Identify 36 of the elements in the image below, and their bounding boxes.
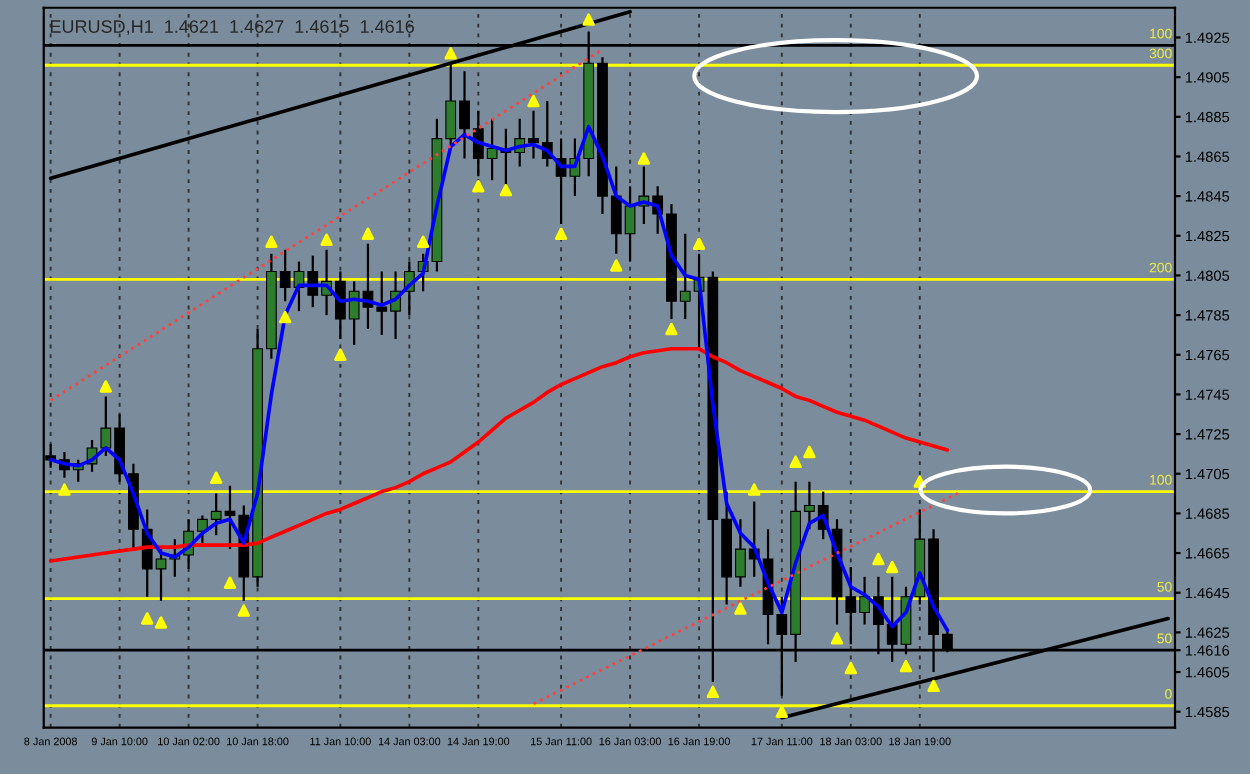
point (499, 183, 513, 197)
point (58, 483, 71, 496)
point (278, 310, 292, 324)
point (885, 560, 899, 574)
point (899, 659, 913, 673)
point (610, 259, 623, 272)
point (334, 348, 347, 361)
point (472, 180, 485, 193)
point (803, 445, 816, 459)
point (527, 94, 540, 108)
point (141, 612, 154, 625)
point (734, 602, 747, 615)
point (665, 322, 678, 336)
point (99, 380, 113, 393)
point (692, 237, 706, 250)
point (265, 235, 278, 248)
point (223, 576, 237, 589)
point (748, 483, 761, 496)
point (361, 227, 375, 240)
point (637, 152, 651, 165)
point (927, 679, 940, 693)
text: EURUSD,H1 1.4621 1.4627 1.4615 1.4616 (50, 20, 414, 36)
point (844, 661, 857, 675)
point (154, 616, 168, 629)
point (210, 471, 223, 484)
point (444, 47, 457, 60)
point (237, 604, 250, 617)
point (830, 632, 844, 645)
point (706, 685, 720, 699)
point (554, 227, 568, 240)
point (320, 233, 333, 246)
point (582, 13, 595, 26)
point (872, 552, 885, 566)
point (789, 455, 802, 469)
point (775, 705, 789, 718)
point (416, 235, 430, 248)
